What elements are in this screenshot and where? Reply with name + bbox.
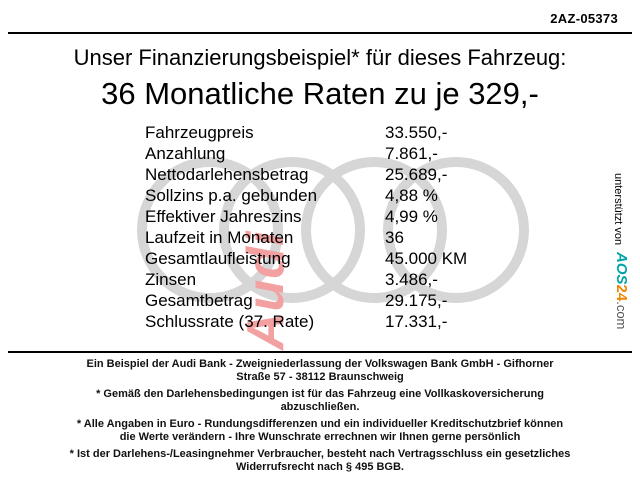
finance-label: Anzahlung: [145, 144, 226, 163]
finance-label: Nettodarlehensbetrag: [145, 165, 309, 184]
finance-label: Sollzins p.a. gebunden: [145, 186, 318, 205]
table-row: Effektiver Jahreszins 4,99 %: [145, 206, 467, 227]
table-row: Zinsen 3.486,-: [145, 269, 467, 290]
finance-label: Gesamtlaufleistung: [145, 249, 291, 268]
finance-value: 4,88 %: [385, 186, 438, 205]
finance-value: 45.000 KM: [385, 249, 468, 268]
finance-value: 17.331,-: [385, 312, 448, 331]
finance-label: Fahrzeugpreis: [145, 123, 254, 142]
footer-line: * Ist der Darlehens-/Leasingnehmer Verbr…: [69, 448, 571, 473]
finance-value: 29.175,-: [385, 291, 448, 310]
footer-line: * Gemäß den Darlehensbedingungen ist für…: [96, 388, 544, 413]
finance-label: Zinsen: [145, 270, 197, 289]
top-divider: [8, 32, 632, 34]
supported-by-label: unterstützt von: [612, 173, 624, 246]
table-row: Laufzeit in Monaten 36: [145, 227, 467, 248]
finance-label: Effektiver Jahreszins: [145, 207, 302, 226]
footer-line: * Alle Angaben in Euro - Rundungsdiffere…: [76, 418, 564, 443]
aos24-logo-domain: .com: [614, 301, 629, 330]
table-row: Fahrzeugpreis 33.550,-: [145, 122, 467, 143]
table-row: Nettodarlehensbetrag 25.689,-: [145, 164, 467, 185]
finance-table: Fahrzeugpreis 33.550,- Anzahlung 7.861,-…: [145, 122, 467, 332]
aos24-logo: AOS24.com: [613, 252, 630, 329]
aos24-logo-aos: AOS: [613, 252, 630, 285]
finance-label: Schlussrate (37. Rate): [145, 312, 315, 331]
bottom-divider: [8, 351, 632, 353]
finance-value: 4,99 %: [385, 207, 438, 226]
reference-code: 2AZ-05373: [550, 11, 618, 26]
finance-value: 3.486,-: [385, 270, 438, 289]
table-row: Schlussrate (37. Rate) 17.331,-: [145, 311, 467, 332]
page-subtitle: 36 Monatliche Raten zu je 329,-: [101, 76, 539, 111]
table-row: Anzahlung 7.861,-: [145, 143, 467, 164]
finance-value: 25.689,-: [385, 165, 448, 184]
aos24-logo-num: 24: [613, 284, 630, 302]
finance-label: Laufzeit in Monaten: [145, 228, 294, 247]
table-row: Gesamtbetrag 29.175,-: [145, 290, 467, 311]
footer-disclaimer: Ein Beispiel der Audi Bank - Zweignieder…: [68, 358, 572, 478]
table-row: Gesamtlaufleistung 45.000 KM: [145, 248, 467, 269]
finance-value: 33.550,-: [385, 123, 448, 142]
finance-value: 7.861,-: [385, 144, 438, 163]
finance-value: 36: [385, 228, 404, 247]
page-title: Unser Finanzierungsbeispiel* für dieses …: [73, 45, 567, 70]
finance-label: Gesamtbetrag: [145, 291, 253, 310]
table-row: Sollzins p.a. gebunden 4,88 %: [145, 185, 467, 206]
footer-line: Ein Beispiel der Audi Bank - Zweignieder…: [86, 358, 554, 383]
